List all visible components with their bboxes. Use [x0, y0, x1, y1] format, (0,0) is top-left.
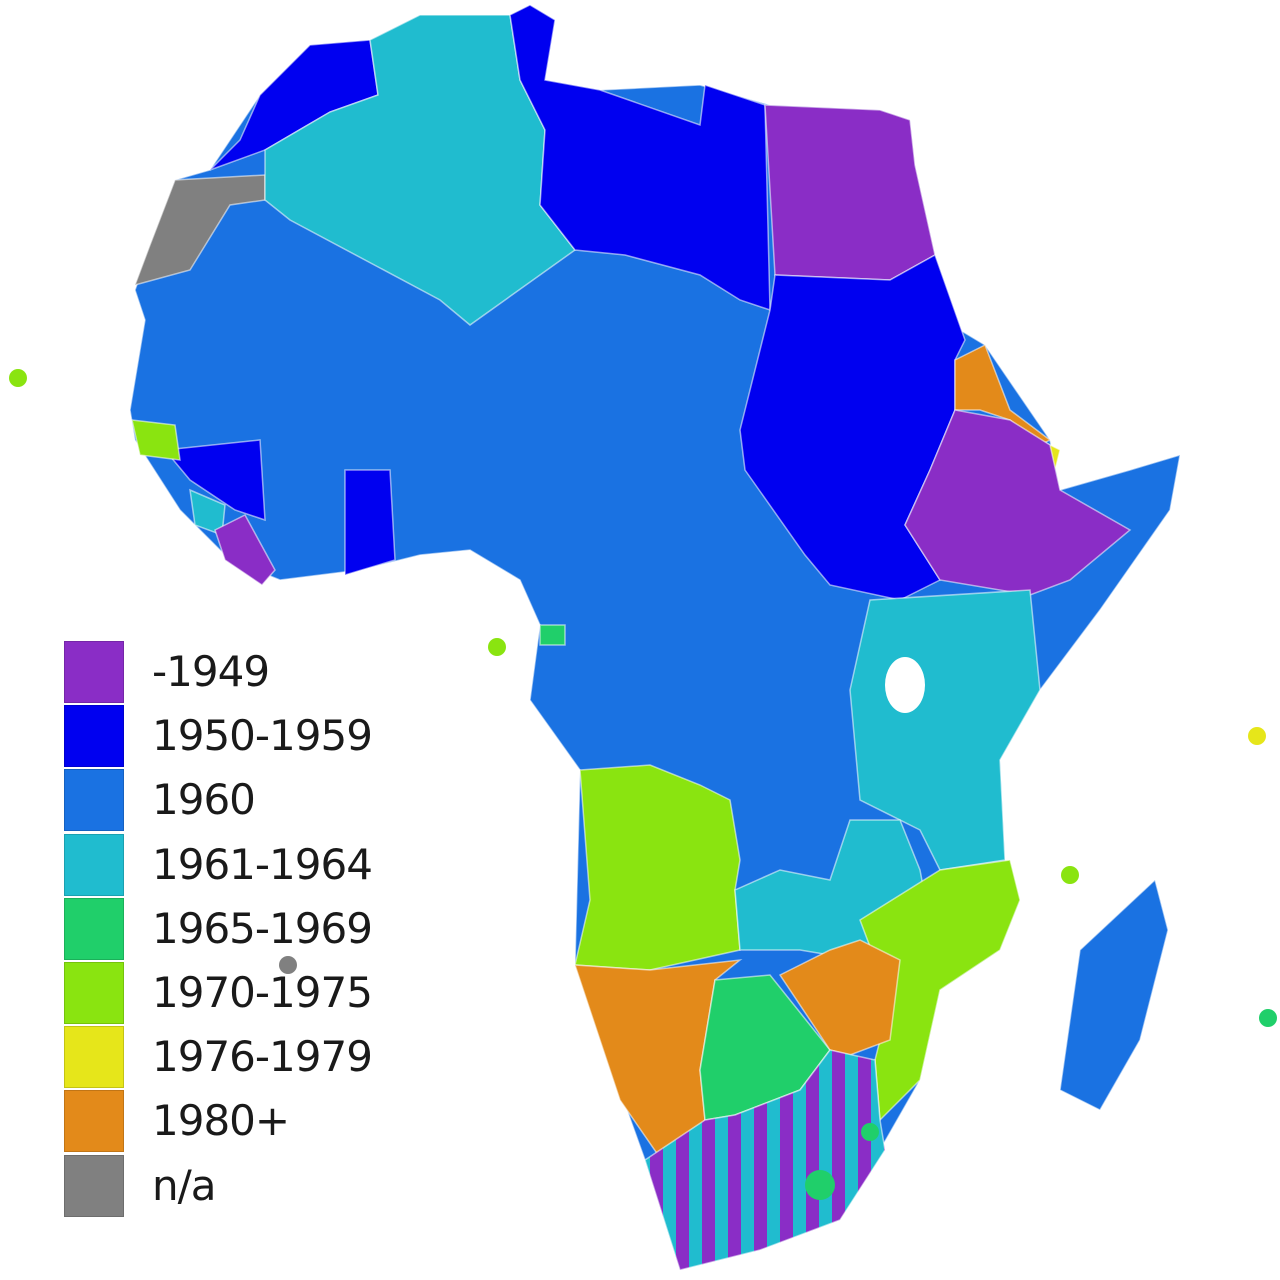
legend-label: 1960 [152, 775, 256, 825]
island-mauritius [1259, 1009, 1277, 1027]
legend-item: 1950-1959 [64, 704, 373, 768]
island-comoros [1061, 866, 1079, 884]
island-seychelles [1248, 727, 1266, 745]
legend-label: 1961-1964 [152, 839, 373, 889]
region-equatorial-guinea [539, 624, 566, 646]
legend-item: 1976-1979 [64, 1025, 373, 1089]
lake-victoria [885, 657, 925, 713]
region-lesotho [805, 1170, 835, 1200]
legend-swatch [64, 1154, 124, 1217]
region-ethiopia [904, 409, 1132, 596]
legend-swatch [64, 962, 124, 1025]
legend-label: -1949 [152, 647, 270, 697]
legend-swatch [64, 1026, 124, 1089]
legend-label: 1976-1979 [152, 1032, 373, 1082]
legend-item: n/a [64, 1154, 372, 1218]
island-cape-verde [9, 369, 27, 387]
legend-swatch [64, 641, 124, 704]
region-egypt [764, 104, 936, 281]
legend-label: 1970-1975 [152, 968, 373, 1018]
legend-label: 1965-1969 [152, 903, 373, 953]
legend-item: 1970-1975 [64, 961, 373, 1025]
legend-label: 1980+ [152, 1096, 290, 1146]
legend-item: 1961-1964 [64, 833, 373, 897]
region-swaziland [861, 1123, 879, 1141]
region-madagascar [1059, 878, 1169, 1111]
legend-swatch [64, 1090, 124, 1153]
legend: -1949 1950-1959 1960 1961-1964 1965-1969… [64, 640, 373, 1218]
region-ghana [344, 469, 396, 577]
legend-item: 1960 [64, 768, 372, 832]
legend-swatch [64, 833, 124, 896]
region-south-africa [644, 1049, 886, 1271]
legend-item: 1965-1969 [64, 897, 373, 961]
region-liberia [214, 514, 276, 586]
region-angola [574, 764, 741, 971]
region-guinea [163, 439, 266, 522]
legend-label: 1950-1959 [152, 711, 373, 761]
legend-swatch [64, 769, 124, 832]
legend-item: -1949 [64, 640, 372, 704]
legend-label: n/a [152, 1160, 217, 1210]
legend-swatch [64, 705, 124, 768]
island-na [279, 956, 297, 974]
legend-swatch [64, 897, 124, 960]
legend-item: 1980+ [64, 1089, 372, 1153]
region-gambia-guinea-bissau [131, 419, 181, 461]
island-sao-tome [488, 638, 506, 656]
